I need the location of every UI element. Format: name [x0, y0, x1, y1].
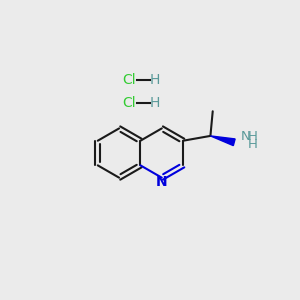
Text: Cl: Cl	[122, 73, 136, 87]
Polygon shape	[210, 136, 235, 146]
Text: N: N	[241, 130, 251, 143]
Text: Cl: Cl	[122, 96, 136, 110]
Text: H: H	[150, 96, 160, 110]
Text: H: H	[247, 130, 257, 143]
Text: H: H	[247, 138, 257, 151]
Text: H: H	[150, 73, 160, 87]
Text: N: N	[156, 175, 168, 189]
